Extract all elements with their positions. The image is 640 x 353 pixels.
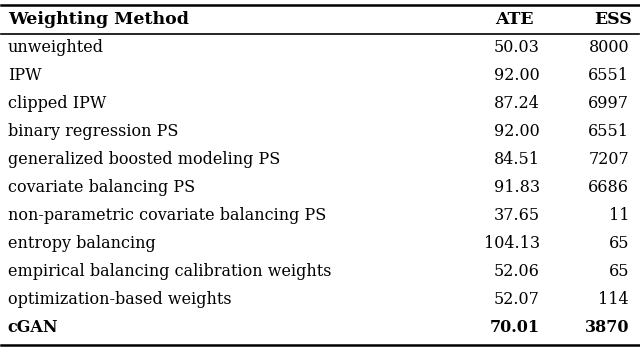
Text: 84.51: 84.51 bbox=[494, 151, 540, 168]
Text: 37.65: 37.65 bbox=[493, 207, 540, 224]
Text: 114: 114 bbox=[598, 291, 629, 308]
Text: 50.03: 50.03 bbox=[494, 39, 540, 56]
Text: 6551: 6551 bbox=[588, 67, 629, 84]
Text: 91.83: 91.83 bbox=[493, 179, 540, 196]
Text: 3870: 3870 bbox=[584, 319, 629, 336]
Text: non-parametric covariate balancing PS: non-parametric covariate balancing PS bbox=[8, 207, 326, 224]
Text: 11: 11 bbox=[609, 207, 629, 224]
Text: generalized boosted modeling PS: generalized boosted modeling PS bbox=[8, 151, 280, 168]
Text: 6551: 6551 bbox=[588, 123, 629, 140]
Text: 8000: 8000 bbox=[588, 39, 629, 56]
Text: 7207: 7207 bbox=[588, 151, 629, 168]
Text: optimization-based weights: optimization-based weights bbox=[8, 291, 232, 308]
Text: 52.06: 52.06 bbox=[494, 263, 540, 280]
Text: 92.00: 92.00 bbox=[494, 67, 540, 84]
Text: Weighting Method: Weighting Method bbox=[8, 11, 189, 28]
Text: IPW: IPW bbox=[8, 67, 42, 84]
Text: empirical balancing calibration weights: empirical balancing calibration weights bbox=[8, 263, 332, 280]
Text: unweighted: unweighted bbox=[8, 39, 104, 56]
Text: 6997: 6997 bbox=[588, 95, 629, 112]
Text: binary regression PS: binary regression PS bbox=[8, 123, 178, 140]
Text: 104.13: 104.13 bbox=[484, 235, 540, 252]
Text: cGAN: cGAN bbox=[8, 319, 58, 336]
Text: entropy balancing: entropy balancing bbox=[8, 235, 156, 252]
Text: 65: 65 bbox=[609, 235, 629, 252]
Text: 87.24: 87.24 bbox=[494, 95, 540, 112]
Text: 52.07: 52.07 bbox=[494, 291, 540, 308]
Text: ESS: ESS bbox=[595, 11, 632, 28]
Text: clipped IPW: clipped IPW bbox=[8, 95, 106, 112]
Text: 6686: 6686 bbox=[588, 179, 629, 196]
Text: 65: 65 bbox=[609, 263, 629, 280]
Text: covariate balancing PS: covariate balancing PS bbox=[8, 179, 195, 196]
Text: 92.00: 92.00 bbox=[494, 123, 540, 140]
Text: ATE: ATE bbox=[495, 11, 534, 28]
Text: 70.01: 70.01 bbox=[490, 319, 540, 336]
